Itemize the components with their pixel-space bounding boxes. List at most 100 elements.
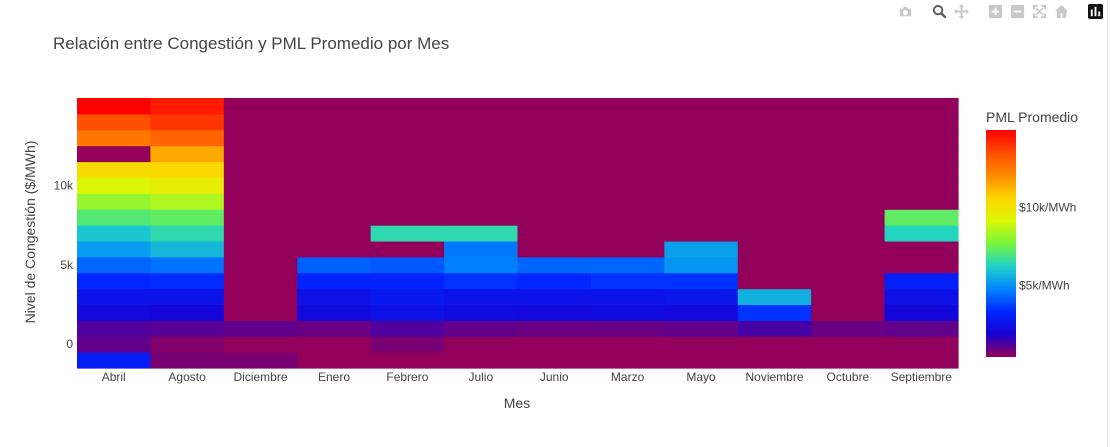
heatmap-cell[interactable] (150, 320, 225, 337)
heatmap-cell[interactable] (737, 256, 812, 274)
heatmap-cell[interactable] (664, 177, 739, 194)
heatmap-cell[interactable] (811, 272, 886, 290)
heatmap-cell[interactable] (297, 240, 372, 258)
heatmap-cell[interactable] (370, 129, 445, 147)
heatmap-cell[interactable] (444, 288, 519, 306)
heatmap-cell[interactable] (150, 288, 225, 306)
heatmap-cell[interactable] (444, 193, 519, 210)
heatmap-cell[interactable] (664, 225, 739, 242)
heatmap-cell[interactable] (297, 161, 372, 179)
heatmap-cell[interactable] (297, 145, 372, 163)
heatmap-cell[interactable] (590, 240, 665, 258)
heatmap-cell[interactable] (223, 145, 298, 163)
heatmap-cell[interactable] (884, 177, 959, 194)
heatmap-cell[interactable] (517, 177, 592, 194)
heatmap-cell[interactable] (223, 113, 298, 131)
heatmap-cell[interactable] (590, 256, 665, 274)
heatmap-cell[interactable] (444, 272, 519, 290)
heatmap-cell[interactable] (77, 209, 152, 226)
heatmap-cell[interactable] (223, 193, 298, 210)
heatmap-cell[interactable] (590, 288, 665, 306)
heatmap-cell[interactable] (370, 304, 445, 321)
heatmap-cell[interactable] (444, 320, 519, 337)
heatmap-cell[interactable] (444, 98, 519, 115)
heatmap-cell[interactable] (737, 272, 812, 290)
heatmap-cell[interactable] (370, 145, 445, 163)
heatmap-cell[interactable] (77, 225, 152, 242)
heatmap-cell[interactable] (444, 240, 519, 258)
heatmap-cell[interactable] (590, 225, 665, 242)
heatmap-cell[interactable] (590, 352, 665, 369)
heatmap-cell[interactable] (370, 272, 445, 290)
heatmap-cell[interactable] (737, 129, 812, 147)
heatmap-cell[interactable] (884, 336, 959, 353)
heatmap-cell[interactable] (77, 272, 152, 290)
heatmap-cell[interactable] (811, 209, 886, 226)
heatmap-cell[interactable] (297, 304, 372, 321)
heatmap-cell[interactable] (664, 193, 739, 210)
heatmap-cell[interactable] (444, 336, 519, 353)
heatmap-cell[interactable] (664, 256, 739, 274)
heatmap-cell[interactable] (737, 225, 812, 242)
heatmap-cell[interactable] (517, 98, 592, 115)
heatmap-cell[interactable] (223, 320, 298, 337)
plotly-logo-icon[interactable] (1086, 2, 1104, 20)
heatmap-cell[interactable] (884, 272, 959, 290)
heatmap-cell[interactable] (517, 272, 592, 290)
heatmap-cell[interactable] (150, 272, 225, 290)
heatmap-cell[interactable] (370, 240, 445, 258)
heatmap-cell[interactable] (444, 177, 519, 194)
zoom-out-icon[interactable] (1008, 2, 1026, 20)
heatmap-cell[interactable] (590, 193, 665, 210)
heatmap-cell[interactable] (150, 352, 225, 369)
heatmap-cell[interactable] (297, 177, 372, 194)
heatmap-cell[interactable] (811, 145, 886, 163)
heatmap-cell[interactable] (737, 177, 812, 194)
heatmap-cell[interactable] (517, 240, 592, 258)
heatmap-cell[interactable] (664, 304, 739, 321)
heatmap-cell[interactable] (811, 225, 886, 242)
heatmap-cell[interactable] (811, 336, 886, 353)
heatmap-cell[interactable] (737, 240, 812, 258)
heatmap-cell[interactable] (517, 193, 592, 210)
heatmap-cell[interactable] (517, 145, 592, 163)
heatmap-cell[interactable] (444, 129, 519, 147)
heatmap-cell[interactable] (590, 336, 665, 353)
heatmap-cell[interactable] (223, 98, 298, 115)
heatmap-cell[interactable] (77, 98, 152, 115)
heatmap-cell[interactable] (223, 288, 298, 306)
heatmap-cell[interactable] (590, 209, 665, 226)
heatmap-cell[interactable] (737, 98, 812, 115)
heatmap-cell[interactable] (370, 225, 445, 242)
heatmap-cell[interactable] (884, 209, 959, 226)
heatmap-cell[interactable] (297, 209, 372, 226)
heatmap-cell[interactable] (150, 193, 225, 210)
heatmap-cells[interactable] (77, 98, 959, 369)
heatmap-cell[interactable] (590, 177, 665, 194)
heatmap-cell[interactable] (150, 304, 225, 321)
heatmap-cell[interactable] (884, 225, 959, 242)
heatmap-cell[interactable] (150, 256, 225, 274)
heatmap-cell[interactable] (223, 352, 298, 369)
heatmap-cell[interactable] (297, 336, 372, 353)
heatmap-cell[interactable] (444, 209, 519, 226)
heatmap-cell[interactable] (590, 145, 665, 163)
heatmap-cell[interactable] (370, 161, 445, 179)
heatmap-cell[interactable] (297, 320, 372, 337)
heatmap-cell[interactable] (737, 304, 812, 321)
heatmap-cell[interactable] (517, 320, 592, 337)
zoom-in-icon[interactable] (986, 2, 1004, 20)
heatmap-cell[interactable] (590, 272, 665, 290)
heatmap-cell[interactable] (297, 272, 372, 290)
heatmap-cell[interactable] (444, 256, 519, 274)
heatmap-cell[interactable] (150, 336, 225, 353)
heatmap-cell[interactable] (444, 304, 519, 321)
heatmap-cell[interactable] (370, 288, 445, 306)
heatmap-cell[interactable] (517, 256, 592, 274)
heatmap-cell[interactable] (517, 352, 592, 369)
heatmap-cell[interactable] (297, 193, 372, 210)
heatmap-cell[interactable] (77, 336, 152, 353)
heatmap-cell[interactable] (223, 209, 298, 226)
heatmap-cell[interactable] (370, 113, 445, 131)
heatmap-cell[interactable] (811, 304, 886, 321)
